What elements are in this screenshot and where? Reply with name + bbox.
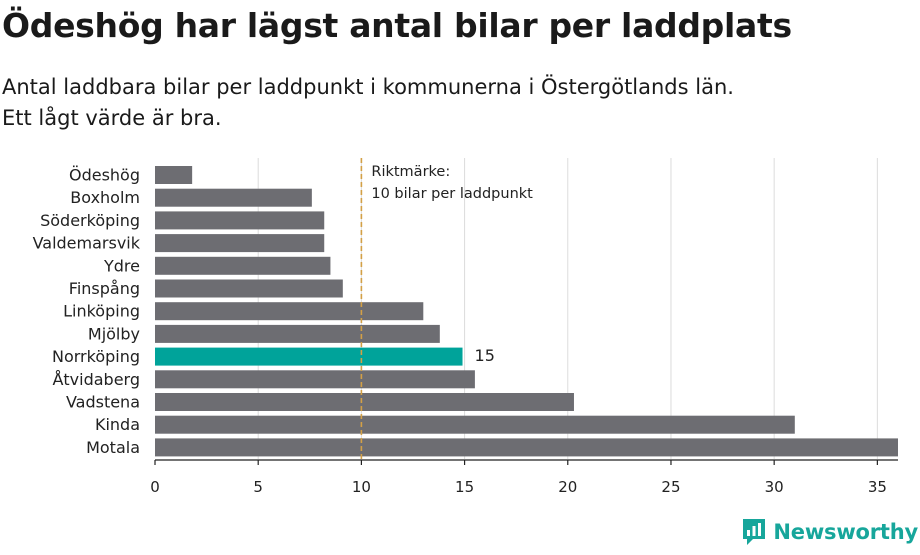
category-label: Linköping bbox=[63, 302, 140, 321]
category-label: Ödeshög bbox=[69, 166, 140, 185]
x-tick-label: 25 bbox=[661, 478, 680, 496]
logo-name: Newsworthy bbox=[773, 520, 918, 544]
bar-valdemarsvik bbox=[155, 234, 325, 253]
category-label: Mjölby bbox=[88, 324, 140, 343]
bars: 15 bbox=[155, 166, 898, 457]
category-label: Ydre bbox=[103, 256, 140, 275]
bar-finspang bbox=[155, 279, 343, 298]
x-tick-label: 35 bbox=[868, 478, 887, 496]
chart-title: Ödeshög har lägst antal bilar per laddpl… bbox=[2, 6, 792, 45]
category-labels: Ödeshög Boxholm Söderköping Valdemarsvik Ydr… bbox=[33, 166, 141, 457]
reference-label: 10 bilar per laddpunkt bbox=[371, 186, 533, 202]
bar-ydre bbox=[155, 256, 331, 275]
newsworthy-logo-icon bbox=[743, 519, 766, 545]
x-tick-label: 10 bbox=[352, 478, 371, 496]
reference-line-group: Riktmärke: 10 bilar per laddpunkt bbox=[360, 158, 533, 459]
x-tick-label: 30 bbox=[765, 478, 784, 496]
bar-odeshog bbox=[155, 166, 193, 184]
bar-boxholm bbox=[155, 188, 312, 207]
bar-norrkoping bbox=[155, 347, 463, 366]
bar-soderkoping bbox=[155, 211, 325, 230]
bar-atvidaberg bbox=[155, 370, 475, 389]
category-label: Norrköping bbox=[52, 347, 140, 366]
data-label: 15 bbox=[475, 346, 495, 365]
category-label: Söderköping bbox=[40, 211, 140, 230]
x-tick-label: 5 bbox=[253, 478, 263, 496]
category-label: Finspång bbox=[69, 279, 140, 298]
bar-vadstena bbox=[155, 393, 574, 411]
bar-linkoping bbox=[155, 302, 424, 321]
bar-motala bbox=[155, 438, 898, 457]
category-label: Kinda bbox=[95, 415, 140, 434]
subtitle-line-2: Ett lågt värde är bra. bbox=[2, 106, 222, 130]
brand-logo: Newsworthy bbox=[741, 517, 918, 547]
subtitle-line-1: Antal laddbara bilar per laddpunkt i kom… bbox=[2, 75, 734, 99]
category-label: Motala bbox=[86, 438, 140, 457]
category-label: Boxholm bbox=[70, 188, 140, 207]
category-label: Vadstena bbox=[66, 393, 140, 412]
x-tick-label: 0 bbox=[150, 478, 160, 496]
bar-kinda bbox=[155, 415, 795, 434]
chart-subtitle: Antal laddbara bilar per laddpunkt i kom… bbox=[2, 72, 734, 134]
x-tick-label: 15 bbox=[455, 478, 474, 496]
category-label: Valdemarsvik bbox=[33, 234, 141, 253]
x-axis: 0 5 10 15 20 25 30 35 bbox=[150, 459, 898, 496]
bar-mjolby bbox=[155, 324, 440, 343]
x-tick-label: 20 bbox=[558, 478, 577, 496]
reference-label: Riktmärke: bbox=[371, 164, 450, 180]
category-label: Åtvidaberg bbox=[52, 370, 140, 389]
